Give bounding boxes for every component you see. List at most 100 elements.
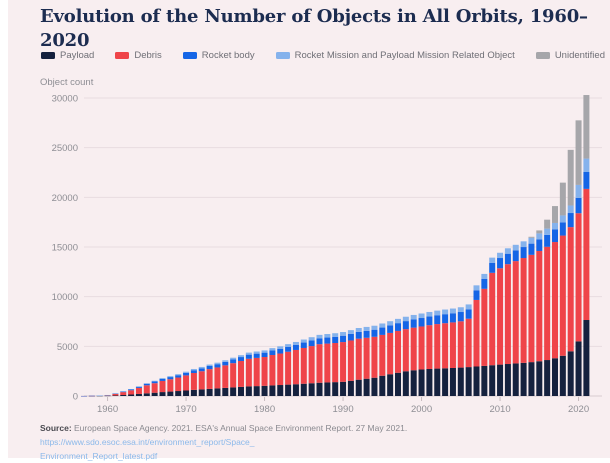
bar-segment: [309, 337, 315, 340]
bar-segment: [309, 346, 315, 383]
bar-segment: [152, 381, 158, 383]
source-label: Source:: [40, 423, 72, 433]
x-tick-label: 2010: [489, 404, 510, 415]
bar-segment: [112, 395, 118, 396]
bar-segment: [324, 334, 330, 338]
bar-segment: [144, 385, 150, 393]
bar-segment: [513, 250, 519, 261]
bar-segment: [395, 319, 401, 323]
bar-segment: [136, 387, 142, 388]
bar-segment: [285, 344, 291, 347]
y-tick-label: 15000: [52, 243, 78, 254]
bar-segment: [348, 340, 354, 380]
y-tick-label: 20000: [52, 193, 78, 204]
bar-segment: [340, 332, 346, 336]
bar-segment: [411, 319, 417, 327]
bar-segment: [497, 268, 503, 364]
bar-segment: [207, 389, 213, 396]
bar-segment: [191, 370, 197, 373]
bar-segment: [521, 363, 527, 396]
bar-segment: [442, 323, 448, 368]
bar-segment: [481, 279, 487, 289]
bar-segment: [317, 338, 323, 344]
source-link[interactable]: https://www.sdo.esoc.esa.int/environment…: [40, 437, 255, 447]
bar-segment: [544, 220, 550, 229]
bar-segment: [536, 361, 542, 396]
bar-segment: [230, 363, 236, 387]
bar-segment: [528, 362, 534, 396]
y-tick-label: 25000: [52, 143, 78, 154]
bar-segment: [387, 325, 393, 333]
bar-segment: [301, 343, 307, 348]
bar-segment: [128, 390, 134, 394]
bar-segment: [269, 355, 275, 385]
bar-segment: [175, 375, 181, 377]
bar-segment: [160, 392, 166, 396]
bar-segment: [277, 385, 283, 396]
bar-segment: [340, 336, 346, 342]
bar-segment: [183, 373, 189, 376]
bar-segment: [214, 388, 220, 396]
bar-segment: [214, 363, 220, 364]
bar-segment: [136, 388, 142, 394]
bar-segment: [458, 368, 464, 396]
bar-segment: [466, 319, 472, 367]
bar-segment: [175, 374, 181, 375]
bar-segment: [230, 358, 236, 360]
source-text: European Space Agency. 2021. ESA's Annua…: [72, 423, 408, 433]
bar-segment: [301, 384, 307, 396]
bar-segment: [426, 369, 432, 396]
bar-segment: [481, 289, 487, 366]
bar-segment: [419, 369, 425, 396]
bar-segment: [262, 357, 268, 386]
bar-segment: [317, 344, 323, 383]
bar-segment: [395, 373, 401, 396]
bar-segment: [442, 310, 448, 315]
bar-segment: [128, 389, 134, 390]
bar-segment: [419, 318, 425, 326]
bar-segment: [167, 376, 173, 377]
bar-segment: [293, 342, 299, 345]
bar-segment: [348, 330, 354, 334]
bar-segment: [269, 350, 275, 355]
bar-segment: [426, 312, 432, 317]
bar-segment: [576, 198, 582, 213]
x-tick-label: 2000: [411, 404, 432, 415]
source-link-continued[interactable]: Environment_Report_latest.pdf: [40, 451, 157, 461]
bar-segment: [505, 254, 511, 264]
bar-segment: [568, 213, 574, 227]
bar-segment: [387, 333, 393, 374]
bar-segment: [474, 300, 480, 367]
bar-segment: [560, 236, 566, 356]
bar-segment: [293, 384, 299, 396]
bar-segment: [371, 378, 377, 396]
bar-segment: [364, 331, 370, 338]
bar-segment: [458, 321, 464, 367]
bar-segment: [481, 274, 487, 279]
bar-segment: [552, 223, 558, 230]
bar-segment: [583, 320, 589, 396]
bar-segment: [552, 242, 558, 358]
bar-segment: [371, 330, 377, 337]
bar-segment: [160, 381, 166, 392]
bar-segment: [144, 384, 150, 385]
bar-segment: [238, 357, 244, 361]
bar-segment: [576, 213, 582, 341]
bar-segment: [238, 355, 244, 357]
bar-segment: [474, 290, 480, 300]
bar-segment: [458, 307, 464, 312]
bar-segment: [536, 233, 542, 239]
bar-segment: [560, 356, 566, 396]
bar-segment: [379, 323, 385, 327]
bar-segment: [332, 333, 338, 337]
bar-segment: [450, 309, 456, 314]
bar-segment: [152, 393, 158, 396]
bar-segment: [426, 317, 432, 326]
bar-segment: [450, 368, 456, 396]
bar-segment: [324, 344, 330, 383]
bar-segment: [348, 334, 354, 341]
x-tick-label: 1960: [97, 404, 118, 415]
bar-segment: [466, 304, 472, 309]
bar-segment: [528, 238, 534, 244]
